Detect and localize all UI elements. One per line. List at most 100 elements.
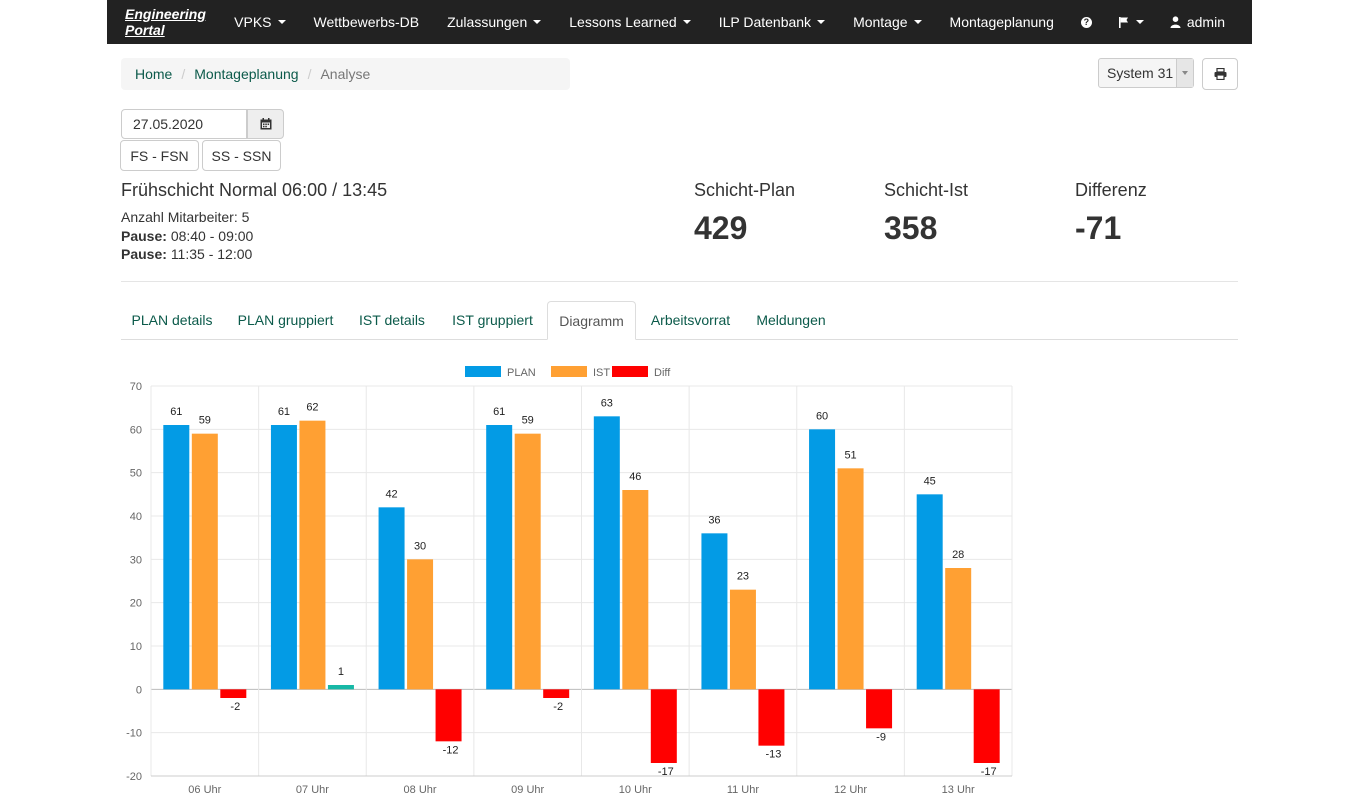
staff-count: Anzahl Mitarbeiter: 5 [121, 209, 250, 225]
y-tick-label: -10 [126, 728, 142, 740]
pause-1-time: 08:40 - 09:00 [170, 228, 254, 244]
user-icon [1170, 16, 1181, 28]
x-tick-label: 10 Uhr [619, 784, 652, 796]
nav-montageplanung[interactable]: Montageplanung [936, 14, 1068, 30]
help-button[interactable]: ? [1068, 16, 1105, 28]
data-label: 63 [601, 397, 613, 409]
breadcrumb-current: Analyse [320, 66, 371, 82]
print-button[interactable] [1202, 58, 1238, 90]
data-label: 51 [844, 449, 856, 461]
system-select[interactable]: System 31 [1098, 58, 1194, 88]
caret-down-icon [533, 20, 542, 24]
nav-zulassungen[interactable]: Zulassungen [433, 14, 555, 30]
data-label: -2 [553, 701, 563, 713]
bar-chart: -20 -10 0 10 20 30 40 50 60 70 61 59 -2 06 Uhr 61 62 1 07… [126, 366, 1013, 796]
bar-ist [622, 490, 649, 690]
tab-plan-gruppiert[interactable]: PLAN gruppiert [237, 312, 334, 328]
tab-ist-gruppiert[interactable]: IST gruppiert [452, 312, 533, 328]
pause-label: Pause: [121, 228, 167, 244]
bar-plan [809, 429, 836, 690]
user-menu[interactable]: admin [1157, 14, 1238, 30]
calendar-button[interactable] [247, 109, 284, 139]
divider [121, 281, 1238, 282]
tab-meldungen[interactable]: Meldungen [756, 312, 826, 328]
data-label: 23 [737, 571, 749, 583]
tab-diagramm[interactable]: Diagramm [547, 301, 636, 340]
legend-label: Diff [654, 367, 671, 379]
data-label: 61 [493, 406, 505, 418]
bar-plan [163, 425, 190, 690]
diff-value: -71 [1075, 210, 1122, 246]
pause-2-time: 11:35 - 12:00 [170, 246, 253, 262]
plan-label: Schicht-Plan [694, 180, 796, 200]
shift-ss-ssn-button[interactable]: SS - SSN [202, 140, 281, 171]
nav-montage-label: Montage [853, 14, 908, 30]
y-tick-label: 20 [130, 598, 142, 610]
data-label: 61 [170, 406, 182, 418]
legend-swatch-ist [551, 366, 587, 377]
breadcrumb: Home / Montageplanung / Analyse [121, 58, 570, 90]
data-label: 62 [306, 402, 318, 414]
nav-montage[interactable]: Montage [839, 14, 935, 30]
x-tick-label: 09 Uhr [511, 784, 544, 796]
tab-bar: PLAN details PLAN gruppiert IST details … [121, 301, 1238, 340]
bar-ist [837, 468, 864, 690]
x-tick-label: 06 Uhr [188, 784, 221, 796]
data-label: 28 [952, 549, 964, 561]
shift-fs-fsn-button[interactable]: FS - FSN [120, 140, 199, 171]
tab-ist-details[interactable]: IST details [359, 312, 425, 328]
breadcrumb-montageplanung[interactable]: Montageplanung [194, 66, 299, 82]
nav-ilp-datenbank-label: ILP Datenbank [718, 14, 812, 30]
bar-plan [486, 425, 513, 690]
bar-diff [435, 689, 462, 742]
y-tick-label: 10 [130, 641, 142, 653]
flag-menu-button[interactable] [1105, 16, 1157, 28]
caret-down-icon [817, 20, 826, 24]
x-tick-label: 13 Uhr [942, 784, 975, 796]
plan-value: 429 [694, 210, 748, 246]
nav-ilp-datenbank[interactable]: ILP Datenbank [705, 14, 839, 30]
printer-icon [1214, 68, 1226, 80]
flag-icon [1118, 17, 1128, 28]
x-tick-label: 12 Uhr [834, 784, 867, 796]
nav-zulassungen-label: Zulassungen [447, 14, 528, 30]
breadcrumb-separator: / [181, 66, 186, 82]
y-tick-label: 50 [130, 468, 142, 480]
nav-montageplanung-label: Montageplanung [949, 14, 1054, 30]
nav-wettbewerbs-db-label: Wettbewerbs-DB [313, 14, 420, 30]
pause-label: Pause: [121, 246, 167, 262]
x-tick-label: 11 Uhr [727, 784, 760, 796]
ist-label: Schicht-Ist [884, 180, 969, 200]
bar-plan [378, 507, 405, 690]
nav-wettbewerbs-db[interactable]: Wettbewerbs-DB [300, 14, 434, 30]
data-label: 61 [278, 406, 290, 418]
data-label: 1 [338, 666, 344, 678]
tab-arbeitsvorrat[interactable]: Arbeitsvorrat [650, 312, 731, 328]
data-label: 42 [385, 488, 397, 500]
legend-swatch-plan [465, 366, 501, 377]
y-tick-label: -20 [126, 771, 142, 783]
bar-plan [701, 533, 728, 690]
data-label: -13 [765, 749, 781, 761]
pause-2: Pause: 11:35 - 12:00 [121, 246, 252, 262]
brand-link[interactable]: Engineering Portal [125, 6, 206, 38]
caret-down-icon [277, 20, 286, 24]
data-label: 30 [414, 540, 426, 552]
bar-plan [593, 416, 620, 690]
x-tick-label: 07 Uhr [296, 784, 329, 796]
date-input[interactable]: 27.05.2020 [121, 109, 247, 139]
y-tick-label: 0 [136, 684, 142, 696]
nav-vpks[interactable]: VPKS [220, 14, 299, 30]
legend-label: IST [593, 367, 610, 379]
y-tick-label: 60 [130, 424, 142, 436]
data-label: -9 [876, 731, 886, 743]
tab-plan-details[interactable]: PLAN details [131, 312, 213, 328]
data-label: -12 [443, 744, 459, 756]
data-label: 45 [924, 475, 936, 487]
breadcrumb-home[interactable]: Home [135, 66, 173, 82]
nav-lessons-learned[interactable]: Lessons Learned [555, 14, 704, 30]
bar-ist [945, 568, 972, 690]
question-circle-icon: ? [1080, 16, 1092, 28]
bar-diff [758, 689, 785, 746]
system-select-value: System 31 [1107, 65, 1174, 81]
